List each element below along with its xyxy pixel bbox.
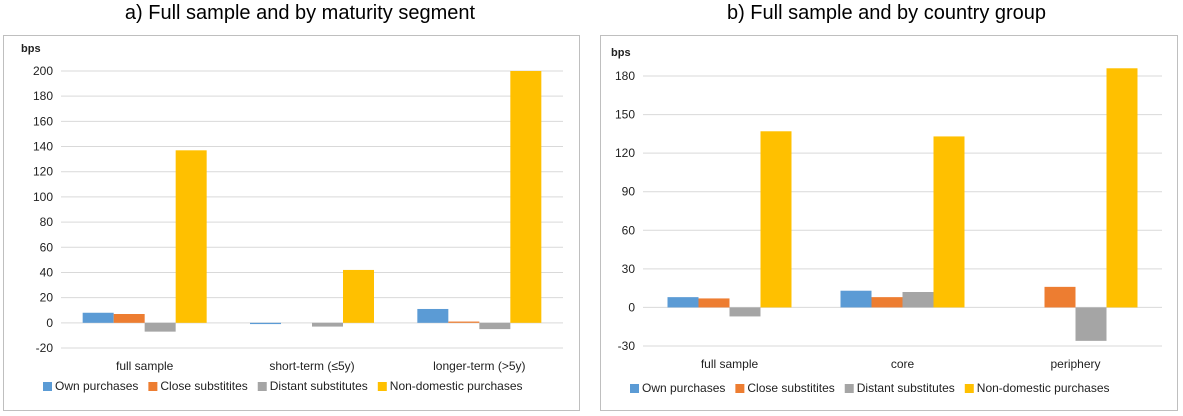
y-tick-label: 20 [40,291,54,305]
legend-label-close: Close substitites [160,379,247,393]
bar-own [82,312,114,323]
bar-non-domestic [1106,68,1138,308]
bar-close [698,298,730,308]
bar-non-domestic [175,150,207,323]
y-tick-label: -20 [36,341,54,355]
y-tick-label: 140 [33,140,53,154]
legend-label-own: Own purchases [642,381,725,395]
y-tick-label: 0 [628,300,635,314]
bar-distant [902,292,934,308]
y-tick-label: 60 [622,223,636,237]
bar-distant [144,322,176,332]
legend-swatch-non-domestic [377,382,387,391]
y-tick-label: 150 [615,108,635,122]
x-category-label: full sample [116,359,174,373]
legend-label-distant: Distant substitutes [857,381,955,395]
y-tick-label: 100 [33,190,53,204]
bar-distant [479,322,511,330]
bar-own [250,322,281,325]
bar-own [667,297,699,308]
legend-swatch-own [43,382,52,391]
chart-maturity-segment: bps -20 0 20 40 60 80 100 120 140 160 180 200 full sa… [3,35,580,411]
x-category-label: periphery [1050,357,1100,371]
legend-label-close: Close substitites [747,381,834,395]
bar-distant [729,307,761,317]
bar-non-domestic [760,131,792,308]
legend-swatch-close [735,384,745,393]
bar-own [417,308,449,323]
legend-swatch-own [630,384,639,393]
x-category-label: longer-term (>5y) [433,359,525,373]
chart-frame [3,35,580,411]
panel-b-title: b) Full sample and by country group [726,2,1047,24]
y-tick-label: 80 [40,215,54,229]
bar-close [871,297,903,308]
legend-swatch-non-domestic [964,384,974,393]
panel-a-title: a) Full sample and by maturity segment [124,2,476,24]
x-category-label: short-term (≤5y) [269,359,354,373]
y-tick-label: 90 [622,185,636,199]
bar-non-domestic [510,71,542,323]
legend-swatch-close [148,382,158,391]
legend-label-own: Own purchases [55,379,138,393]
x-category-label: core [891,357,915,371]
y-tick-label: 40 [40,265,54,279]
y-tick-label: 30 [622,262,636,276]
bar-distant [312,322,343,327]
legend-label-distant: Distant substitutes [270,379,368,393]
bar-close [113,314,145,323]
y-tick-label: 120 [615,146,635,160]
legend-label-non-domestic: Non-domestic purchases [390,379,523,393]
legend-swatch-distant [844,384,854,393]
y-tick-label: 180 [615,69,635,83]
y-tick-label: 60 [40,240,54,254]
bar-close [448,321,480,323]
chart-frame [600,35,1178,411]
chart-country-group: bps -30 0 30 60 90 120 150 180 full sample core per… [600,35,1178,411]
y-tick-label: 160 [33,114,53,128]
legend-swatch-distant [257,382,267,391]
y-tick-label: -30 [618,339,636,353]
y-tick-label: 180 [33,89,53,103]
bar-non-domestic [933,136,965,308]
y-unit-label: bps [21,43,41,55]
bar-distant [1075,307,1107,341]
y-unit-label: bps [611,47,631,59]
y-tick-label: 120 [33,165,53,179]
bar-own [840,290,872,308]
bar-close [1044,286,1076,308]
y-tick-label: 200 [33,64,53,78]
x-category-label: full sample [701,357,759,371]
legend-label-non-domestic: Non-domestic purchases [977,381,1110,395]
bar-non-domestic [343,269,374,323]
y-tick-label: 0 [46,316,53,330]
